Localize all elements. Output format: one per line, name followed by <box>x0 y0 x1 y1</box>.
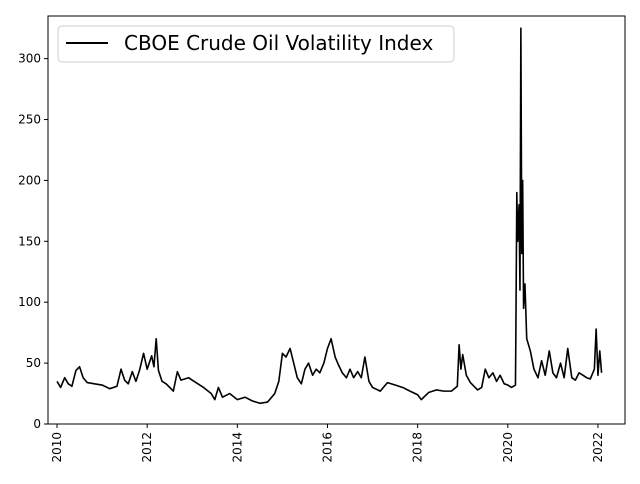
y-tick-label: 300 <box>18 52 41 66</box>
x-tick-label: 2022 <box>591 432 605 463</box>
plot-frame <box>47 15 626 425</box>
y-tick-label: 100 <box>18 295 41 309</box>
y-tick-label: 150 <box>18 234 41 248</box>
y-tick-label: 0 <box>33 417 41 431</box>
x-tick-label: 2018 <box>411 432 425 463</box>
x-tick-label: 2016 <box>320 432 334 463</box>
y-axis: 0 50 100 150 200 250 300 <box>18 52 48 431</box>
y-tick-label: 200 <box>18 173 41 187</box>
legend-frame <box>57 25 455 63</box>
legend-label: CBOE Crude Oil Volatility Index <box>124 31 433 55</box>
x-tick-label: 2010 <box>50 432 64 463</box>
x-axis: 2010 2012 2014 2016 2018 2020 2022 <box>50 424 605 463</box>
x-tick-label: 2014 <box>230 432 244 463</box>
x-tick-label: 2012 <box>140 432 154 463</box>
y-tick-label: 250 <box>18 113 41 127</box>
series-layer <box>56 27 603 405</box>
legend: CBOE Crude Oil Volatility Index <box>57 25 455 63</box>
x-tick-label: 2020 <box>501 432 515 463</box>
y-tick-label: 50 <box>26 356 41 370</box>
series-line-crude-oil-volatility <box>56 27 603 405</box>
